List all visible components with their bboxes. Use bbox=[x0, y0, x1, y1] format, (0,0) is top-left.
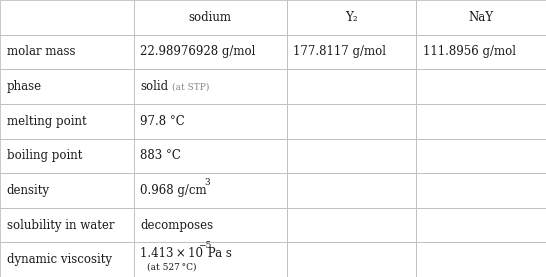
Bar bbox=[287, 242, 416, 277]
Bar bbox=[0, 69, 134, 104]
Bar bbox=[416, 208, 546, 242]
Bar bbox=[0, 208, 134, 242]
Text: 22.98976928 g/mol: 22.98976928 g/mol bbox=[140, 45, 256, 58]
Bar bbox=[287, 208, 416, 242]
Bar bbox=[416, 242, 546, 277]
Text: Y₂: Y₂ bbox=[345, 11, 358, 24]
Bar bbox=[134, 104, 287, 138]
Text: density: density bbox=[7, 184, 50, 197]
Text: sodium: sodium bbox=[189, 11, 232, 24]
Bar bbox=[416, 35, 546, 69]
Bar bbox=[0, 0, 134, 35]
Text: solid: solid bbox=[140, 80, 169, 93]
Text: Pa s: Pa s bbox=[204, 247, 232, 260]
Text: (at STP): (at STP) bbox=[172, 82, 209, 91]
Text: 97.8 °C: 97.8 °C bbox=[140, 115, 185, 128]
Bar bbox=[134, 0, 287, 35]
Bar bbox=[287, 35, 416, 69]
Text: −5: −5 bbox=[198, 241, 211, 250]
Bar bbox=[134, 35, 287, 69]
Bar bbox=[416, 173, 546, 208]
Text: molar mass: molar mass bbox=[7, 45, 75, 58]
Bar bbox=[287, 0, 416, 35]
Text: 0.968 g/cm: 0.968 g/cm bbox=[140, 184, 207, 197]
Bar bbox=[134, 242, 287, 277]
Text: 883 °C: 883 °C bbox=[140, 149, 181, 162]
Bar bbox=[287, 138, 416, 173]
Text: 111.8956 g/mol: 111.8956 g/mol bbox=[423, 45, 515, 58]
Text: 177.8117 g/mol: 177.8117 g/mol bbox=[293, 45, 386, 58]
Bar bbox=[0, 242, 134, 277]
Bar bbox=[134, 208, 287, 242]
Text: solubility in water: solubility in water bbox=[7, 219, 114, 232]
Bar bbox=[0, 138, 134, 173]
Bar bbox=[0, 35, 134, 69]
Text: decomposes: decomposes bbox=[140, 219, 213, 232]
Bar bbox=[134, 173, 287, 208]
Bar bbox=[416, 69, 546, 104]
Bar bbox=[134, 69, 287, 104]
Bar bbox=[0, 173, 134, 208]
Text: melting point: melting point bbox=[7, 115, 86, 128]
Bar bbox=[416, 104, 546, 138]
Bar bbox=[287, 173, 416, 208]
Text: 1.413 × 10: 1.413 × 10 bbox=[140, 247, 203, 260]
Bar bbox=[416, 0, 546, 35]
Bar bbox=[0, 104, 134, 138]
Text: 3: 3 bbox=[205, 178, 210, 187]
Text: NaY: NaY bbox=[468, 11, 494, 24]
Text: boiling point: boiling point bbox=[7, 149, 82, 162]
Bar bbox=[416, 138, 546, 173]
Bar bbox=[287, 104, 416, 138]
Bar bbox=[134, 138, 287, 173]
Bar bbox=[287, 69, 416, 104]
Text: phase: phase bbox=[7, 80, 41, 93]
Text: dynamic viscosity: dynamic viscosity bbox=[7, 253, 111, 266]
Text: (at 527 °C): (at 527 °C) bbox=[147, 262, 197, 271]
